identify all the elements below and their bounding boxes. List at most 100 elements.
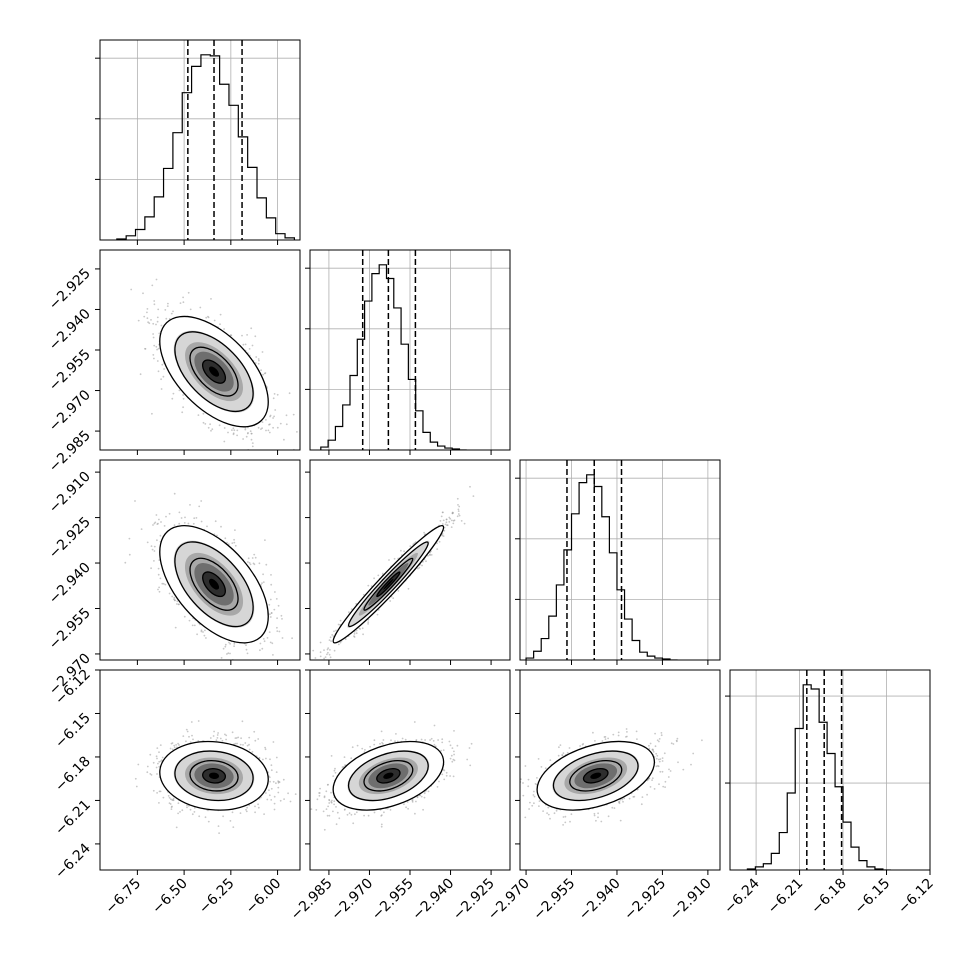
scatter-point <box>421 564 423 567</box>
scatter-point <box>269 415 271 418</box>
scatter-point <box>361 627 364 630</box>
scatter-point <box>423 531 425 534</box>
scatter-point <box>441 523 444 525</box>
scatter-point <box>376 613 379 616</box>
scatter-point <box>183 522 186 524</box>
contour-line <box>332 524 445 644</box>
scatter-point <box>188 619 191 622</box>
scatter-point <box>353 633 356 635</box>
scatter-point <box>196 633 199 636</box>
scatter-point <box>262 573 264 576</box>
scatter-point <box>168 592 171 595</box>
scatter-point <box>257 358 260 360</box>
scatter-point <box>130 288 133 291</box>
scatter-point <box>137 319 140 322</box>
scatter-point <box>153 560 155 562</box>
scatter-point <box>265 419 267 421</box>
scatter-point <box>440 515 443 518</box>
scatter-point <box>183 615 186 618</box>
scatter-point <box>276 393 279 396</box>
scatter-point <box>182 394 185 396</box>
scatter-point <box>155 345 158 348</box>
scatter-point <box>152 354 155 356</box>
scatter-point <box>285 414 288 417</box>
scatter-point <box>446 524 448 527</box>
scatter-point <box>251 557 254 559</box>
scatter-point <box>156 320 159 323</box>
scatter-point <box>182 296 185 299</box>
scatter-point <box>159 534 162 537</box>
scatter-point <box>204 629 206 632</box>
scatter-point <box>246 652 249 655</box>
scatter-point <box>236 429 239 432</box>
scatter-point <box>152 333 155 335</box>
scatter-point <box>260 676 262 678</box>
scatter-point <box>266 637 269 639</box>
scatter-point <box>156 348 159 351</box>
scatter-point <box>192 522 195 525</box>
scatter-point <box>158 586 161 589</box>
scatter-point <box>355 632 358 635</box>
scatter-point <box>381 572 384 575</box>
scatter-point <box>187 291 190 294</box>
scatter-point <box>231 542 234 544</box>
scatter-point <box>262 581 265 583</box>
scatter-point <box>156 360 159 362</box>
scatter-point <box>160 324 163 327</box>
scatter-point <box>291 637 293 640</box>
scatter-point <box>213 319 216 322</box>
scatter-point <box>156 523 159 525</box>
scatter-point <box>152 524 154 526</box>
scatter-point <box>456 515 459 518</box>
scatter-point <box>350 608 353 610</box>
scatter-point <box>168 512 171 515</box>
panel-r2-c0: −2.910−2.925−2.940−2.955−2.970 <box>46 459 301 698</box>
scatter-point <box>245 648 248 651</box>
scatter-point <box>153 545 156 548</box>
scatter-point <box>247 557 250 560</box>
scatter-point <box>165 515 167 518</box>
scatter-point <box>281 637 284 639</box>
scatter-point <box>153 550 156 552</box>
scatter-point <box>158 518 160 521</box>
scatter-point <box>264 372 267 374</box>
scatter-point <box>236 434 239 437</box>
scatter-point <box>275 598 278 600</box>
scatter-point <box>344 638 347 641</box>
scatter-point <box>339 619 342 622</box>
scatter-point <box>167 302 169 305</box>
scatter-point <box>233 538 236 541</box>
scatter-point <box>276 426 279 429</box>
scatter-point <box>198 505 201 508</box>
scatter-point <box>150 567 153 570</box>
y-tick-label: −2.925 <box>46 265 94 313</box>
scatter-point <box>439 520 442 522</box>
scatter-point <box>427 554 429 557</box>
scatter-point <box>268 431 271 434</box>
density-level <box>383 578 394 590</box>
scatter-point <box>329 649 331 651</box>
scatter-point <box>180 517 183 519</box>
scatter-point <box>151 412 153 415</box>
scatter-point <box>463 522 466 525</box>
scatter-point <box>276 630 279 632</box>
scatter-point <box>319 651 322 654</box>
scatter-point <box>139 373 142 376</box>
scatter-point <box>261 427 263 430</box>
scatter-point <box>333 630 335 633</box>
scatter-point <box>270 583 273 586</box>
scatter-point <box>193 624 196 627</box>
scatter-point <box>178 389 181 392</box>
contour-line <box>159 315 269 428</box>
scatter-point <box>274 409 277 411</box>
scatter-point <box>362 633 364 636</box>
scatter-point <box>157 588 159 591</box>
scatter-point <box>442 511 444 514</box>
scatter-point <box>333 649 336 652</box>
scatter-point <box>457 513 460 515</box>
scatter-point <box>156 539 158 542</box>
scatter-point <box>359 628 361 630</box>
scatter-point <box>335 629 337 632</box>
scatter-point <box>442 519 445 522</box>
scatter-point <box>276 626 278 629</box>
